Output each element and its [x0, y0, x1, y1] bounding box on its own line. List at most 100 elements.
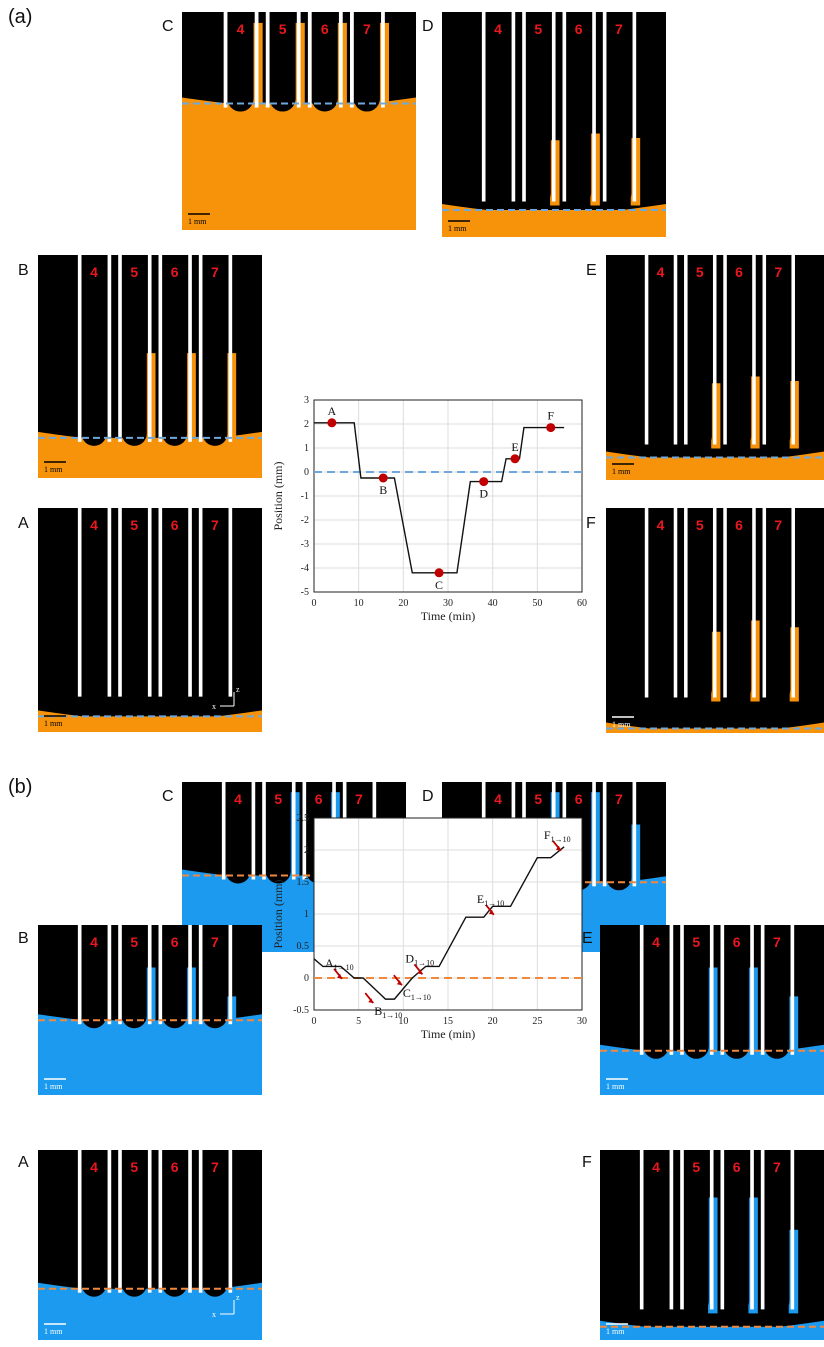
tube-body: [81, 508, 107, 701]
x-tick-label: 30: [443, 598, 453, 609]
point-label: B: [379, 483, 387, 497]
tube-number-label: 7: [773, 1159, 781, 1175]
tube-wall: [381, 12, 385, 108]
tube-number-label: 6: [171, 264, 179, 280]
x-tick-label: 60: [577, 598, 587, 609]
tube-body: [724, 1150, 750, 1314]
x-tick-label: 0: [312, 598, 317, 609]
tube-wall: [158, 508, 163, 697]
z-axis-label: z: [236, 1293, 240, 1302]
tube-number-label: 7: [363, 21, 371, 37]
tube-wall: [265, 12, 270, 108]
y-tick-label: -4: [301, 563, 309, 574]
tube-number-label: 5: [130, 264, 138, 280]
tube-wall: [254, 12, 259, 108]
tube-number-label: 7: [211, 517, 219, 533]
micrograph-panel-a-f: 4 5 6 7 1 mm: [606, 508, 824, 733]
tube-number-label: 7: [211, 264, 219, 280]
point-marker: [510, 454, 520, 464]
bulk-fluid: [38, 1014, 262, 1095]
tube-wall: [118, 508, 122, 697]
tube-body: [643, 925, 669, 1059]
y-tick-label: 2: [304, 845, 309, 856]
scale-bar-label: 1 mm: [44, 1327, 63, 1336]
tube-body: [687, 255, 712, 449]
tube-wall: [791, 255, 795, 445]
tube-wall: [158, 1150, 163, 1293]
tube-body: [606, 782, 632, 891]
panel-label-b-f: F: [582, 1154, 592, 1171]
tube-wall: [107, 925, 112, 1025]
tube-body: [227, 12, 254, 112]
tube-wall: [551, 12, 556, 202]
tube-number-label: 5: [696, 264, 704, 280]
tube-wall: [709, 925, 714, 1055]
tube-number-label: 6: [733, 1159, 741, 1175]
scale-bar-label: 1 mm: [448, 224, 467, 233]
point-label: E: [511, 440, 518, 454]
tube-wall: [752, 508, 756, 698]
tube-body: [766, 508, 791, 702]
tube-number-label: 6: [735, 264, 743, 280]
tube-body: [683, 925, 709, 1059]
point-label: C: [435, 578, 443, 592]
tube-body: [202, 508, 228, 701]
scale-bar-label: 1 mm: [612, 720, 631, 729]
tube-wall: [632, 12, 637, 202]
plot-frame: [313, 399, 583, 593]
tube-number-label: 4: [234, 791, 242, 807]
tube-number-label: 5: [130, 934, 138, 950]
tube-body: [121, 255, 147, 446]
tube-wall: [188, 255, 192, 442]
tube-body: [726, 508, 752, 702]
tube-body: [269, 12, 296, 112]
x-tick-label: 10: [354, 598, 364, 609]
arrow-head: [488, 909, 494, 915]
y-tick-label: 3: [304, 395, 309, 406]
section-label-a: (a): [8, 6, 33, 28]
tube-wall: [790, 925, 795, 1055]
tube-body: [764, 1150, 790, 1314]
x-tick-label: 5: [356, 1016, 361, 1027]
tube-number-label: 6: [733, 934, 741, 950]
x-axis-label: Time (min): [421, 1027, 476, 1041]
tube-wall: [791, 508, 795, 698]
tube-wall: [720, 925, 725, 1055]
tube-wall: [790, 1150, 795, 1310]
tube-wall: [644, 508, 649, 698]
tube-wall: [221, 782, 226, 880]
tube-wall: [684, 255, 688, 445]
tube-number-label: 5: [696, 517, 704, 533]
tube-number-label: 6: [735, 517, 743, 533]
point-label: F: [547, 409, 554, 423]
tube-wall: [188, 508, 192, 697]
y-tick-label: -2: [301, 515, 309, 526]
tube-number-label: 7: [774, 264, 782, 280]
micrograph-panel-b-f: 4 5 6 7 1 mm: [600, 1150, 824, 1340]
tube-wall: [302, 782, 307, 880]
tube-wall: [307, 12, 312, 108]
point-marker: [434, 568, 444, 578]
tube-body: [724, 925, 750, 1059]
tube-number-label: 5: [534, 21, 542, 37]
x-axis-label: Time (min): [421, 609, 476, 623]
tube-number-label: 6: [171, 1159, 179, 1175]
tube-wall: [680, 1150, 684, 1310]
bulk-fluid: [606, 722, 824, 733]
tube-body: [81, 255, 107, 446]
y-tick-label: 2: [304, 419, 309, 430]
x-axis-label: x: [212, 702, 216, 711]
tube-wall: [632, 782, 637, 887]
tube-body: [202, 925, 228, 1029]
tube-body: [353, 12, 380, 112]
bulk-fluid: [38, 1282, 262, 1340]
tube-wall: [723, 508, 727, 698]
tube-wall: [77, 508, 82, 697]
point-marker: [327, 418, 337, 428]
y-axis-label: Position (mm): [271, 879, 285, 948]
tube-wall: [639, 1150, 644, 1310]
tube-body: [162, 1150, 188, 1297]
x-tick-label: 20: [398, 598, 408, 609]
tube-body: [764, 925, 790, 1059]
y-tick-label: 0: [304, 467, 309, 478]
